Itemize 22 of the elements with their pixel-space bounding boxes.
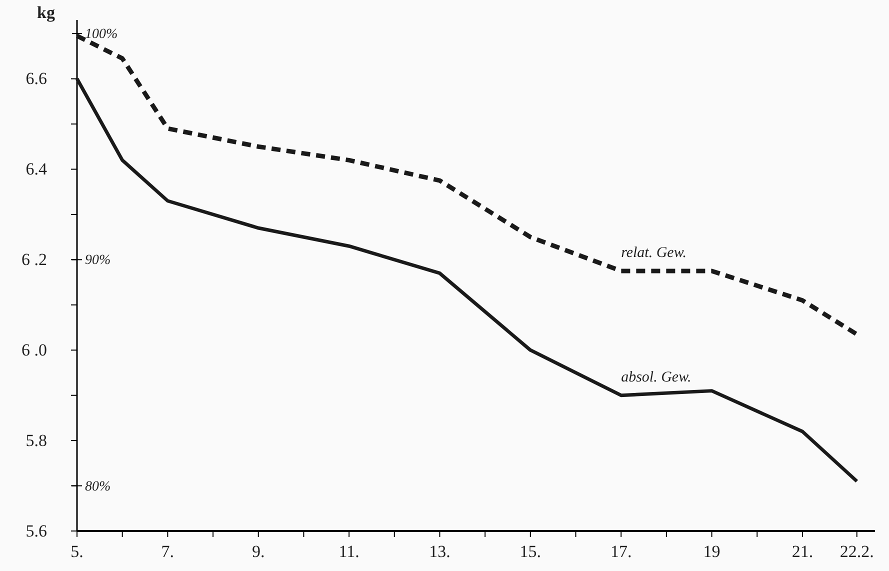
x-tick-label: 21. [792, 542, 814, 561]
x-tick-label: 5. [70, 542, 84, 561]
y-axis-title: kg [37, 3, 56, 22]
x-tick-label: 11. [338, 542, 360, 561]
y-tick-label: 5.6 [26, 521, 47, 540]
x-tick-label: 22.2. [840, 542, 874, 561]
y-tick-label: 6.4 [26, 160, 48, 179]
x-tick-label: 17. [610, 542, 632, 561]
series-label: relat. Gew. [621, 244, 686, 261]
y2-tick-label: 100% [85, 27, 118, 42]
y-tick-label: 6.6 [26, 69, 47, 88]
x-tick-label: 9. [252, 542, 265, 561]
y-tick-label: 5.8 [26, 431, 47, 450]
x-tick-label: 13. [429, 542, 450, 561]
x-tick-label: 19 [703, 542, 720, 561]
y-tick-label: 6 .2 [22, 250, 47, 270]
series-label: absol. Gew. [621, 369, 692, 386]
x-tick-label: 15. [520, 542, 542, 561]
y2-tick-label: 80% [85, 479, 111, 494]
y2-tick-label: 90% [85, 253, 111, 268]
x-tick-label: 7. [161, 542, 174, 561]
y-tick-label: 6 .0 [22, 340, 47, 360]
